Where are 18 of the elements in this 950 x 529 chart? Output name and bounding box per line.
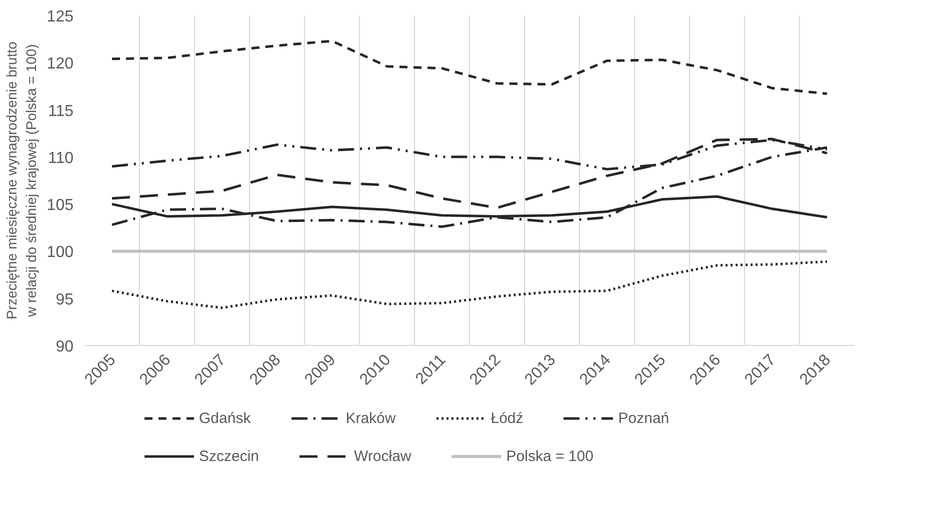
y-tick-label: 90 <box>56 338 74 356</box>
legend-label: Kraków <box>346 410 396 426</box>
legend-label: Wrocław <box>354 448 412 464</box>
line-series <box>110 260 828 310</box>
legend-label: Gdańsk <box>199 410 251 426</box>
y-tick-label: 105 <box>46 197 74 214</box>
y-tick-label: 120 <box>46 56 74 73</box>
y-tick-label: 95 <box>56 291 74 308</box>
line-series <box>110 40 828 96</box>
legend-label: Poznań <box>618 410 670 426</box>
y-tick-label: 125 <box>46 8 74 26</box>
legend-label: Szczecin <box>199 448 260 464</box>
y-axis-title: Przeciętne miesięczne wynagrodzenie brutto w relacji do średniej krajowej (Polska = 100) <box>4 41 39 320</box>
y-tick-label: 110 <box>48 150 74 167</box>
legend-label: Polska = 100 <box>506 448 594 464</box>
legend-label: Łódź <box>490 410 524 426</box>
y-tick-label: 100 <box>46 244 74 262</box>
y-tick-label: 115 <box>48 102 74 120</box>
